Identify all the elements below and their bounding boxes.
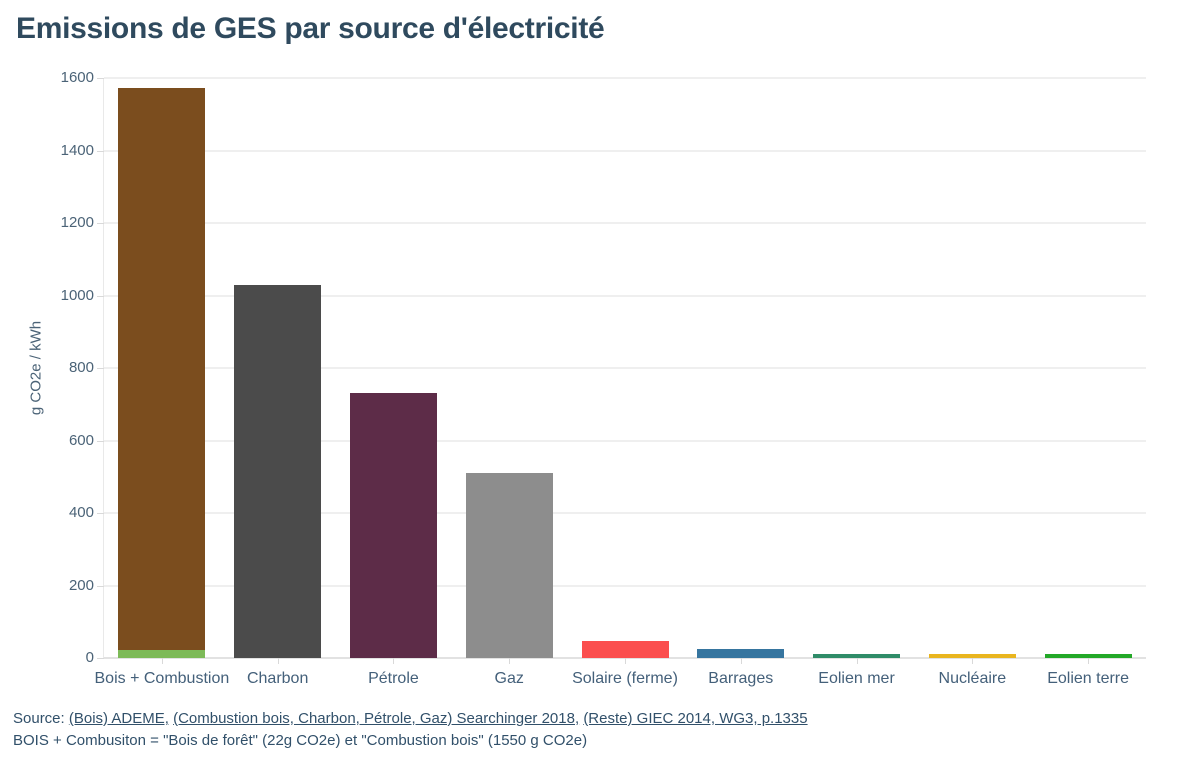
- source-link[interactable]: (Reste) GIEC 2014, WG3, p.1335: [583, 710, 808, 727]
- y-tick-mark: [97, 368, 104, 369]
- x-tick-label-charbon: Charbon: [246, 670, 309, 687]
- gridline-600: [104, 439, 1146, 442]
- y-tick-mark: [97, 78, 104, 79]
- x-tick-mark: [856, 658, 858, 664]
- bar-bois-combustion-bois-de-for-t: [118, 650, 206, 658]
- bar-barrages: [697, 649, 785, 658]
- x-tick-mark: [161, 658, 163, 664]
- x-tick-label-bois-combustion: Bois + Combustion: [94, 670, 230, 687]
- source-line: Source: (Bois) ADEME, (Combustion bois, …: [13, 708, 1193, 730]
- y-tick-mark: [97, 223, 104, 224]
- y-tick-mark: [97, 295, 104, 297]
- page-title: Emissions de GES par source d'électricit…: [16, 12, 605, 45]
- y-tick-label: 800: [68, 359, 94, 376]
- gridline-800: [104, 367, 1146, 369]
- y-tick-label: 1600: [60, 69, 94, 86]
- y-tick-mark: [97, 150, 104, 152]
- bar-solaire-ferme: [581, 640, 669, 658]
- y-tick-mark: [97, 513, 104, 514]
- y-tick-label: 1200: [60, 214, 94, 231]
- gridline-1600: [104, 77, 1146, 79]
- y-tick-mark: [97, 658, 104, 659]
- bar-gaz: [465, 473, 553, 658]
- bar-eolien-terre: [1044, 654, 1132, 658]
- y-tick-label: 600: [68, 431, 94, 449]
- bar-p-trole: [349, 393, 437, 658]
- x-tick-label-p-trole: Pétrole: [368, 670, 419, 687]
- source-link[interactable]: (Combustion bois, Charbon, Pétrole, Gaz)…: [173, 710, 580, 727]
- source-prefix: Source:: [13, 710, 65, 727]
- x-tick-mark: [625, 658, 626, 664]
- x-tick-label-barrages: Barrages: [708, 670, 774, 687]
- x-tick-mark: [277, 658, 279, 664]
- y-tick-label: 1400: [60, 141, 94, 159]
- x-tick-mark: [740, 658, 742, 664]
- gridline-200: [104, 584, 1146, 587]
- x-tick-label-nucl-aire: Nucléaire: [938, 670, 1007, 687]
- y-tick-label: 200: [68, 576, 94, 594]
- note-line: BOIS + Combusiton = "Bois de forêt" (22g…: [13, 732, 588, 749]
- x-tick-mark: [509, 658, 511, 664]
- x-tick-label-eolien-mer: Eolien mer: [818, 670, 895, 687]
- plot-area: 0 200 400 600 800 1000 1200 1400 1600 Bois + Comb…: [61, 70, 1146, 687]
- gridline-400: [104, 512, 1146, 514]
- x-tick-label-solaire-ferme: Solaire (ferme): [572, 670, 678, 687]
- bar-charbon: [234, 284, 322, 658]
- x-tick-mark: [393, 658, 395, 664]
- bar-eolien-mer: [813, 653, 901, 658]
- source-link[interactable]: (Bois) ADEME,: [68, 710, 169, 727]
- bar-bois-combustion-combustion-bois: [118, 88, 206, 651]
- gridline-1200: [104, 222, 1146, 224]
- x-tick-label-gaz: Gaz: [494, 670, 524, 687]
- gridline-1000: [104, 294, 1146, 297]
- y-tick-label: 400: [68, 504, 94, 521]
- chart-footer: Source: (Bois) ADEME, (Combustion bois, …: [13, 708, 1193, 752]
- gridline-1400: [104, 149, 1146, 152]
- y-tick-label: 0: [85, 649, 94, 666]
- y-tick-label: 1000: [60, 286, 94, 304]
- bar-nucl-aire: [928, 653, 1016, 658]
- x-tick-mark: [972, 658, 974, 664]
- y-tick-mark: [97, 585, 104, 587]
- y-tick-mark: [97, 440, 104, 442]
- x-tick-label-eolien-terre: Eolien terre: [1047, 670, 1130, 687]
- bar-chart: Emissions de GES par source d'électricit…: [16, 12, 1146, 687]
- x-tick-mark: [1088, 658, 1090, 664]
- source-links: (Bois) ADEME, (Combustion bois, Charbon,…: [69, 710, 808, 727]
